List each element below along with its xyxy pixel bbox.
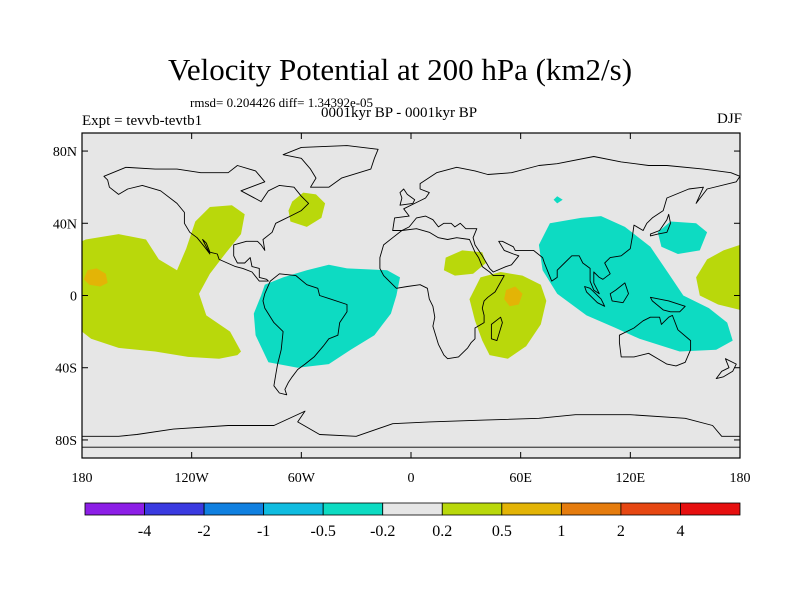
coastline-madagascar (490, 316, 503, 342)
colorbar-label: 0.2 (432, 523, 452, 540)
lat-tick-label: 0 (70, 290, 77, 305)
colorbar-box (560, 502, 622, 516)
colorbar-box (84, 502, 145, 516)
colorbar-label: 1 (557, 523, 565, 540)
colorbar-box (680, 502, 741, 516)
colorbar-box (441, 502, 503, 516)
plot-title: Velocity Potential at 200 hPa (km2/s) (167, 52, 633, 87)
lon-tick-label: 60W (288, 471, 316, 486)
colorbar-label: -0.2 (370, 523, 395, 540)
field-region (443, 250, 486, 276)
colorbar: -4 -2 -1 -0.5 -0.2 0.2 0.5 1 2 4 (84, 502, 741, 540)
colorbar-box (620, 502, 681, 516)
field-region (553, 196, 563, 204)
colorbar-label: 4 (676, 523, 684, 540)
lon-tick-label: 180 (72, 471, 93, 486)
coastline-britain (399, 188, 416, 206)
colorbar-box (382, 502, 443, 516)
coastline-north-america (103, 165, 310, 282)
colorbar-label: -2 (197, 523, 210, 540)
colorbar-box (144, 502, 205, 516)
colorbar-label: 2 (617, 523, 625, 540)
colorbar-box (263, 502, 324, 516)
lat-tick-label: 40S (55, 362, 77, 377)
field-region (469, 272, 547, 359)
field-region (696, 244, 740, 310)
field-layer (82, 192, 740, 368)
coastline-new-zealand (715, 358, 737, 380)
field-region (288, 192, 326, 227)
colorbar-box (322, 502, 384, 516)
field-region (538, 216, 733, 352)
colorbar-label: -1 (257, 523, 270, 540)
experiment-label: Expt = tevvb-tevtb1 (82, 113, 203, 129)
period-label: 0001kyr BP - 0001kyr BP (321, 105, 478, 121)
lon-tick-label: 120W (175, 471, 210, 486)
coastline-japan (649, 213, 671, 237)
lon-tick-label: 180 (730, 471, 751, 486)
colorbar-box (501, 502, 562, 516)
coastline-borneo (609, 282, 629, 304)
field-region (82, 205, 245, 359)
coastline-layer (81, 145, 741, 448)
lat-tick-label: 80S (55, 434, 77, 449)
field-region (253, 264, 400, 368)
coastline-new-guinea (649, 296, 686, 313)
colorbar-label: 0.5 (492, 523, 512, 540)
field-region (83, 268, 108, 287)
coastline-africa (379, 228, 505, 360)
colorbar-label: -4 (138, 523, 151, 540)
lon-tick-label: 120E (616, 471, 646, 486)
coastline-greenland (282, 145, 379, 188)
season-label: DJF (716, 111, 742, 127)
axis-layer: 80N 40N 0 40S 80S 180 120W 60W 0 60E 120E 180 (53, 133, 751, 486)
colorbar-label: -0.5 (311, 523, 336, 540)
stats-line: rmsd= 0.204426 diff= 1.34392e-05 (190, 95, 374, 110)
field-region (657, 221, 708, 254)
lon-tick-label: 60E (509, 471, 532, 486)
lat-tick-label: 40N (53, 217, 77, 232)
coastline-antarctica (81, 410, 741, 448)
coastline-sumatra (584, 286, 606, 307)
coastline-australia (618, 314, 692, 367)
colorbar-box (203, 502, 265, 516)
coastline-south-america (262, 273, 348, 396)
coastline-eurasia (392, 156, 741, 295)
lat-tick-label: 80N (53, 145, 77, 160)
field-region (504, 286, 523, 307)
lon-tick-label: 0 (408, 471, 415, 486)
